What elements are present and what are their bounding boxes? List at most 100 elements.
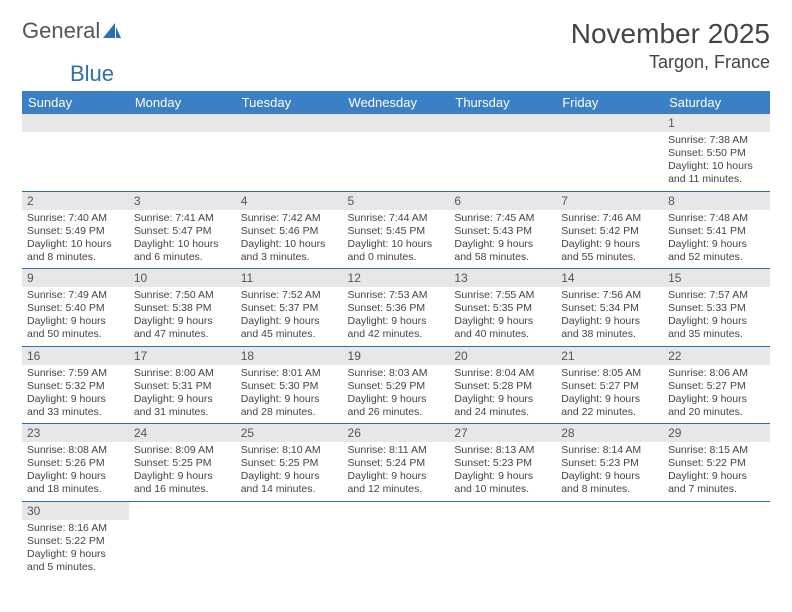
day-content: Sunrise: 7:38 AMSunset: 5:50 PMDaylight:… bbox=[663, 132, 770, 191]
day-line: Daylight: 10 hours bbox=[134, 238, 231, 251]
weekday-header: Saturday bbox=[663, 91, 770, 114]
day-line: and 16 minutes. bbox=[134, 483, 231, 496]
day-line: Daylight: 9 hours bbox=[454, 470, 551, 483]
day-line: Daylight: 10 hours bbox=[348, 238, 445, 251]
day-line: and 6 minutes. bbox=[134, 251, 231, 264]
calendar-row: 16Sunrise: 7:59 AMSunset: 5:32 PMDayligh… bbox=[22, 346, 770, 424]
day-line: and 8 minutes. bbox=[561, 483, 658, 496]
day-number: 6 bbox=[449, 192, 556, 210]
day-line: and 47 minutes. bbox=[134, 328, 231, 341]
calendar-cell bbox=[556, 501, 663, 578]
day-line: Daylight: 9 hours bbox=[561, 393, 658, 406]
calendar-cell bbox=[343, 501, 450, 578]
calendar-cell: 18Sunrise: 8:01 AMSunset: 5:30 PMDayligh… bbox=[236, 346, 343, 424]
day-content: Sunrise: 8:05 AMSunset: 5:27 PMDaylight:… bbox=[556, 365, 663, 424]
calendar-cell: 25Sunrise: 8:10 AMSunset: 5:25 PMDayligh… bbox=[236, 424, 343, 502]
day-number: 26 bbox=[343, 424, 450, 442]
day-line: Sunset: 5:30 PM bbox=[241, 380, 338, 393]
day-line: Sunset: 5:25 PM bbox=[134, 457, 231, 470]
weekday-header: Sunday bbox=[22, 91, 129, 114]
day-content: Sunrise: 8:16 AMSunset: 5:22 PMDaylight:… bbox=[22, 520, 129, 579]
day-content: Sunrise: 7:52 AMSunset: 5:37 PMDaylight:… bbox=[236, 287, 343, 346]
day-content: Sunrise: 8:03 AMSunset: 5:29 PMDaylight:… bbox=[343, 365, 450, 424]
calendar-cell bbox=[663, 501, 770, 578]
day-line: Sunrise: 8:16 AM bbox=[27, 522, 124, 535]
day-line: and 8 minutes. bbox=[27, 251, 124, 264]
day-line: and 26 minutes. bbox=[348, 406, 445, 419]
day-line: and 28 minutes. bbox=[241, 406, 338, 419]
day-line: Sunset: 5:24 PM bbox=[348, 457, 445, 470]
day-content: Sunrise: 8:10 AMSunset: 5:25 PMDaylight:… bbox=[236, 442, 343, 501]
day-content: Sunrise: 7:46 AMSunset: 5:42 PMDaylight:… bbox=[556, 210, 663, 269]
calendar-cell: 6Sunrise: 7:45 AMSunset: 5:43 PMDaylight… bbox=[449, 191, 556, 269]
day-line: Daylight: 10 hours bbox=[241, 238, 338, 251]
day-content: Sunrise: 7:53 AMSunset: 5:36 PMDaylight:… bbox=[343, 287, 450, 346]
calendar-body: 1Sunrise: 7:38 AMSunset: 5:50 PMDaylight… bbox=[22, 114, 770, 578]
day-line: Sunset: 5:32 PM bbox=[27, 380, 124, 393]
calendar-cell: 26Sunrise: 8:11 AMSunset: 5:24 PMDayligh… bbox=[343, 424, 450, 502]
day-line: Sunrise: 7:41 AM bbox=[134, 212, 231, 225]
day-line: and 35 minutes. bbox=[668, 328, 765, 341]
calendar-cell: 27Sunrise: 8:13 AMSunset: 5:23 PMDayligh… bbox=[449, 424, 556, 502]
day-line: Daylight: 9 hours bbox=[348, 470, 445, 483]
day-line: and 31 minutes. bbox=[134, 406, 231, 419]
day-number: 11 bbox=[236, 269, 343, 287]
calendar-row: 30Sunrise: 8:16 AMSunset: 5:22 PMDayligh… bbox=[22, 501, 770, 578]
calendar-row: 2Sunrise: 7:40 AMSunset: 5:49 PMDaylight… bbox=[22, 191, 770, 269]
day-content: Sunrise: 7:56 AMSunset: 5:34 PMDaylight:… bbox=[556, 287, 663, 346]
day-line: Sunset: 5:31 PM bbox=[134, 380, 231, 393]
day-line: Sunrise: 8:15 AM bbox=[668, 444, 765, 457]
day-content: Sunrise: 7:45 AMSunset: 5:43 PMDaylight:… bbox=[449, 210, 556, 269]
day-line: Sunset: 5:40 PM bbox=[27, 302, 124, 315]
day-line: Daylight: 9 hours bbox=[561, 238, 658, 251]
day-number: 12 bbox=[343, 269, 450, 287]
calendar-cell: 22Sunrise: 8:06 AMSunset: 5:27 PMDayligh… bbox=[663, 346, 770, 424]
day-line: Daylight: 9 hours bbox=[134, 315, 231, 328]
day-line: Daylight: 9 hours bbox=[27, 548, 124, 561]
weekday-header: Friday bbox=[556, 91, 663, 114]
day-line: and 24 minutes. bbox=[454, 406, 551, 419]
day-line: and 42 minutes. bbox=[348, 328, 445, 341]
day-line: and 0 minutes. bbox=[348, 251, 445, 264]
day-content: Sunrise: 7:40 AMSunset: 5:49 PMDaylight:… bbox=[22, 210, 129, 269]
day-line: Sunrise: 7:53 AM bbox=[348, 289, 445, 302]
day-content: Sunrise: 7:44 AMSunset: 5:45 PMDaylight:… bbox=[343, 210, 450, 269]
day-line: Sunrise: 8:14 AM bbox=[561, 444, 658, 457]
day-line: Sunrise: 8:00 AM bbox=[134, 367, 231, 380]
day-content: Sunrise: 8:01 AMSunset: 5:30 PMDaylight:… bbox=[236, 365, 343, 424]
day-line: Sunset: 5:35 PM bbox=[454, 302, 551, 315]
day-line: Sunrise: 7:40 AM bbox=[27, 212, 124, 225]
day-number: 16 bbox=[22, 347, 129, 365]
day-line: Daylight: 10 hours bbox=[27, 238, 124, 251]
day-number-empty bbox=[556, 114, 663, 132]
calendar-row: 9Sunrise: 7:49 AMSunset: 5:40 PMDaylight… bbox=[22, 269, 770, 347]
day-number: 25 bbox=[236, 424, 343, 442]
day-line: Sunset: 5:22 PM bbox=[668, 457, 765, 470]
month-title: November 2025 bbox=[571, 18, 770, 50]
calendar-cell: 3Sunrise: 7:41 AMSunset: 5:47 PMDaylight… bbox=[129, 191, 236, 269]
day-number: 21 bbox=[556, 347, 663, 365]
day-line: Sunset: 5:27 PM bbox=[561, 380, 658, 393]
day-line: and 22 minutes. bbox=[561, 406, 658, 419]
day-line: Sunrise: 7:45 AM bbox=[454, 212, 551, 225]
day-line: Sunset: 5:26 PM bbox=[27, 457, 124, 470]
day-number: 13 bbox=[449, 269, 556, 287]
day-line: Sunset: 5:23 PM bbox=[454, 457, 551, 470]
day-line: Daylight: 9 hours bbox=[454, 393, 551, 406]
day-line: Sunrise: 8:01 AM bbox=[241, 367, 338, 380]
day-number: 29 bbox=[663, 424, 770, 442]
day-number: 1 bbox=[663, 114, 770, 132]
day-line: Sunset: 5:36 PM bbox=[348, 302, 445, 315]
day-line: Daylight: 9 hours bbox=[27, 470, 124, 483]
day-line: Daylight: 9 hours bbox=[561, 470, 658, 483]
day-line: and 38 minutes. bbox=[561, 328, 658, 341]
day-content: Sunrise: 8:13 AMSunset: 5:23 PMDaylight:… bbox=[449, 442, 556, 501]
weekday-header: Thursday bbox=[449, 91, 556, 114]
calendar-cell: 10Sunrise: 7:50 AMSunset: 5:38 PMDayligh… bbox=[129, 269, 236, 347]
day-line: Daylight: 9 hours bbox=[454, 315, 551, 328]
day-line: and 10 minutes. bbox=[454, 483, 551, 496]
day-content: Sunrise: 8:11 AMSunset: 5:24 PMDaylight:… bbox=[343, 442, 450, 501]
day-line: and 55 minutes. bbox=[561, 251, 658, 264]
day-line: Sunrise: 7:44 AM bbox=[348, 212, 445, 225]
day-line: Sunset: 5:47 PM bbox=[134, 225, 231, 238]
